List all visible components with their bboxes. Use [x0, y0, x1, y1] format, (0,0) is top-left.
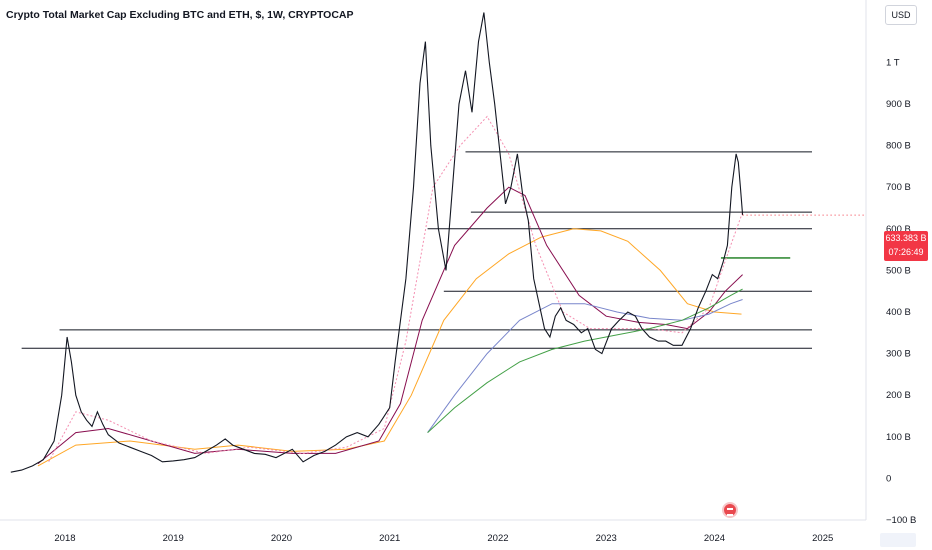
price-tick-label-1: 1 T: [886, 57, 900, 68]
price-tick-label-5: 600 B: [886, 224, 911, 235]
last-price-tag: 633.383 B 07:26:49: [884, 231, 928, 261]
time-tick-label-1: 2019: [163, 533, 184, 544]
price-tick-label-11: 0: [886, 473, 891, 484]
time-axis[interactable]: 2018 2019 2020 2021 2022 2023 2024 2025: [54, 533, 833, 544]
price-series-line: [10, 12, 744, 473]
price-tick-label-4: 700 B: [886, 182, 911, 193]
bar-countdown: 07:26:49: [888, 247, 924, 257]
price-tick-label-6: 500 B: [886, 265, 911, 276]
price-tick-label-2: 900 B: [886, 99, 911, 110]
time-tick-label-5: 2023: [596, 533, 617, 544]
price-tick-label-10: 100 B: [886, 432, 911, 443]
chart-title: Crypto Total Market Cap Excluding BTC an…: [6, 9, 354, 21]
time-tick-label-7: 2025: [812, 533, 833, 544]
earnings-flag-icon[interactable]: [722, 502, 738, 518]
time-tick-label-4: 2022: [487, 533, 508, 544]
moving-average-line-3: [427, 299, 743, 433]
price-tick-label-9: 200 B: [886, 390, 911, 401]
price-tick-label-7: 400 B: [886, 307, 911, 318]
plot-area[interactable]: [10, 12, 866, 473]
moving-average-line-4: [427, 288, 743, 433]
price-tick-label-12: −100 B: [886, 515, 916, 526]
go-to-realtime-button[interactable]: [880, 533, 916, 547]
time-tick-label-0: 2018: [54, 533, 75, 544]
moving-average-line-2: [48, 115, 744, 463]
price-tick-label-8: 300 B: [886, 349, 911, 360]
moving-average-line-0: [37, 228, 742, 467]
time-tick-label-2: 2020: [271, 533, 292, 544]
last-price-value: 633.383 B: [885, 233, 927, 243]
time-tick-label-3: 2021: [379, 533, 400, 544]
price-tick-label-3: 800 B: [886, 141, 911, 152]
time-tick-label-6: 2024: [704, 533, 725, 544]
currency-button[interactable]: USD: [885, 5, 917, 25]
moving-average-line-1: [37, 186, 743, 465]
